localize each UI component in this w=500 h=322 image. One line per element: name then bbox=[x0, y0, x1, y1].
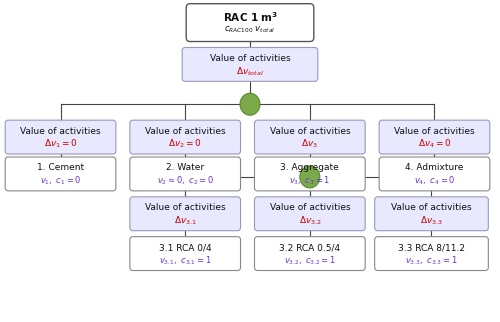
FancyBboxPatch shape bbox=[5, 120, 116, 154]
Text: Value of activities: Value of activities bbox=[270, 127, 350, 136]
Text: $\mathbf{RAC\ 1\ m^3}$: $\mathbf{RAC\ 1\ m^3}$ bbox=[222, 10, 278, 24]
Text: 3. Aggregate: 3. Aggregate bbox=[280, 164, 339, 173]
FancyBboxPatch shape bbox=[182, 47, 318, 81]
Text: 3.3 RCA 8/11.2: 3.3 RCA 8/11.2 bbox=[398, 243, 465, 252]
FancyBboxPatch shape bbox=[254, 157, 365, 191]
Text: $\Delta v_2=0$: $\Delta v_2=0$ bbox=[168, 138, 202, 150]
FancyBboxPatch shape bbox=[130, 120, 240, 154]
FancyBboxPatch shape bbox=[130, 237, 240, 270]
Text: $\Delta v_1=0$: $\Delta v_1=0$ bbox=[44, 138, 78, 150]
FancyBboxPatch shape bbox=[379, 157, 490, 191]
Text: $v_{3.1},\ c_{3.1}=1$: $v_{3.1},\ c_{3.1}=1$ bbox=[159, 254, 212, 267]
Text: 1. Cement: 1. Cement bbox=[37, 164, 84, 173]
FancyBboxPatch shape bbox=[254, 120, 365, 154]
Text: 2. Water: 2. Water bbox=[166, 164, 204, 173]
Text: $v_{3.3},\ c_{3.3}=1$: $v_{3.3},\ c_{3.3}=1$ bbox=[405, 254, 458, 267]
FancyBboxPatch shape bbox=[374, 197, 488, 231]
Text: $\Delta v_{3.1}$: $\Delta v_{3.1}$ bbox=[174, 214, 197, 227]
Ellipse shape bbox=[240, 93, 260, 115]
Text: 4. Admixture: 4. Admixture bbox=[406, 164, 464, 173]
Text: 3.1 RCA 0/4: 3.1 RCA 0/4 bbox=[159, 243, 212, 252]
FancyBboxPatch shape bbox=[130, 197, 240, 231]
FancyBboxPatch shape bbox=[5, 157, 116, 191]
Text: Value of activities: Value of activities bbox=[270, 203, 350, 212]
Text: Value of activities: Value of activities bbox=[20, 127, 101, 136]
FancyBboxPatch shape bbox=[374, 237, 488, 270]
Ellipse shape bbox=[300, 166, 320, 188]
Text: $\Delta v_{3.2}$: $\Delta v_{3.2}$ bbox=[298, 214, 321, 227]
Text: $v_3,\ c_3=1$: $v_3,\ c_3=1$ bbox=[289, 175, 331, 187]
Text: Value of activities: Value of activities bbox=[394, 127, 475, 136]
Text: $\Delta v_4=0$: $\Delta v_4=0$ bbox=[418, 138, 452, 150]
FancyBboxPatch shape bbox=[379, 120, 490, 154]
FancyBboxPatch shape bbox=[254, 197, 365, 231]
FancyBboxPatch shape bbox=[254, 237, 365, 270]
FancyBboxPatch shape bbox=[130, 157, 240, 191]
Text: $v_{3.2},\ c_{3.2}=1$: $v_{3.2},\ c_{3.2}=1$ bbox=[284, 254, 336, 267]
Text: Value of activities: Value of activities bbox=[210, 54, 290, 63]
Text: Value of activities: Value of activities bbox=[145, 203, 226, 212]
Text: 3.2 RCA 0.5/4: 3.2 RCA 0.5/4 bbox=[280, 243, 340, 252]
Text: Value of activities: Value of activities bbox=[391, 203, 472, 212]
Text: $\Delta v_3$: $\Delta v_3$ bbox=[302, 138, 318, 150]
Text: $v_4,\ c_4=0$: $v_4,\ c_4=0$ bbox=[414, 175, 455, 187]
Text: Value of activities: Value of activities bbox=[145, 127, 226, 136]
Text: $v_2\approx 0,\ c_2=0$: $v_2\approx 0,\ c_2=0$ bbox=[156, 175, 214, 187]
Text: $\Delta v_{total}$: $\Delta v_{total}$ bbox=[236, 65, 264, 78]
Text: $\Delta v_{3.3}$: $\Delta v_{3.3}$ bbox=[420, 214, 443, 227]
Text: $c_{RAC100}\ v_{total}$: $c_{RAC100}\ v_{total}$ bbox=[224, 24, 276, 35]
FancyBboxPatch shape bbox=[186, 4, 314, 42]
Text: $v_1,\ c_1=0$: $v_1,\ c_1=0$ bbox=[40, 175, 82, 187]
